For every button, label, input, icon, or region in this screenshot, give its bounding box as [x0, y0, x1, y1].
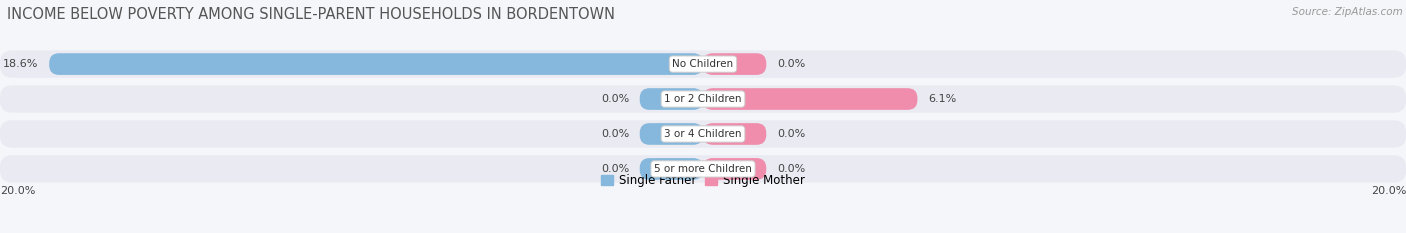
Text: 20.0%: 20.0%	[0, 186, 35, 196]
FancyBboxPatch shape	[0, 120, 1406, 148]
Text: 6.1%: 6.1%	[928, 94, 956, 104]
FancyBboxPatch shape	[703, 158, 766, 180]
Text: 3 or 4 Children: 3 or 4 Children	[664, 129, 742, 139]
Text: 0.0%: 0.0%	[600, 129, 630, 139]
Text: 0.0%: 0.0%	[600, 164, 630, 174]
FancyBboxPatch shape	[640, 158, 703, 180]
Text: 0.0%: 0.0%	[778, 164, 806, 174]
FancyBboxPatch shape	[703, 53, 766, 75]
Text: Source: ZipAtlas.com: Source: ZipAtlas.com	[1292, 7, 1403, 17]
Text: 5 or more Children: 5 or more Children	[654, 164, 752, 174]
FancyBboxPatch shape	[703, 88, 917, 110]
Text: 1 or 2 Children: 1 or 2 Children	[664, 94, 742, 104]
Text: 0.0%: 0.0%	[778, 59, 806, 69]
Text: No Children: No Children	[672, 59, 734, 69]
Text: 0.0%: 0.0%	[600, 94, 630, 104]
FancyBboxPatch shape	[0, 155, 1406, 183]
FancyBboxPatch shape	[640, 88, 703, 110]
FancyBboxPatch shape	[703, 123, 766, 145]
FancyBboxPatch shape	[49, 53, 703, 75]
Legend: Single Father, Single Mother: Single Father, Single Mother	[596, 169, 810, 192]
Text: 20.0%: 20.0%	[1371, 186, 1406, 196]
FancyBboxPatch shape	[0, 51, 1406, 78]
Text: INCOME BELOW POVERTY AMONG SINGLE-PARENT HOUSEHOLDS IN BORDENTOWN: INCOME BELOW POVERTY AMONG SINGLE-PARENT…	[7, 7, 614, 22]
FancyBboxPatch shape	[640, 123, 703, 145]
Text: 18.6%: 18.6%	[3, 59, 38, 69]
FancyBboxPatch shape	[0, 86, 1406, 113]
Text: 0.0%: 0.0%	[778, 129, 806, 139]
